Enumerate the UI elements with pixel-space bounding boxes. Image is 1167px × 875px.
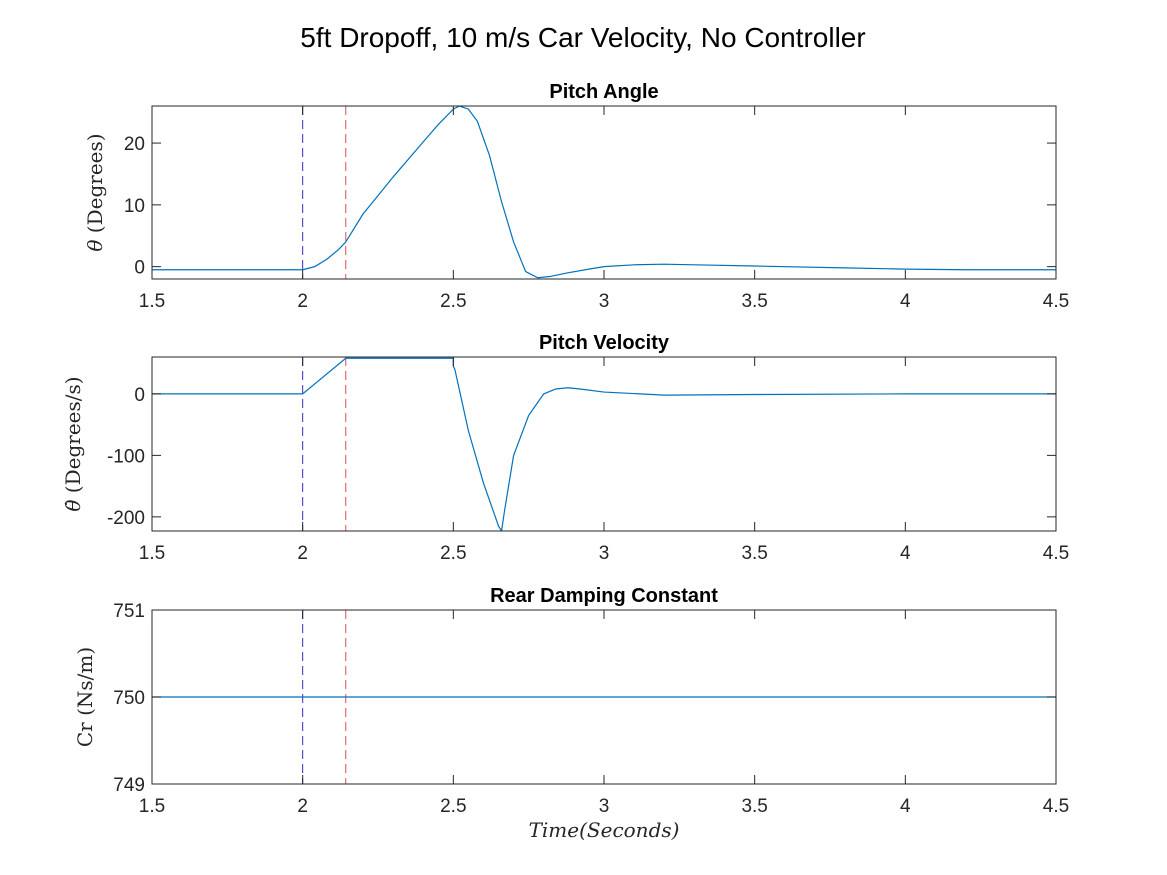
pitch-velocity-title: Pitch Velocity — [539, 332, 670, 354]
pitch-velocity-xtick-label: 2 — [297, 543, 308, 564]
rear-damping-ytick-label: 750 — [113, 688, 145, 709]
rear-damping-xtick-label: 2.5 — [440, 796, 466, 817]
pitch-angle-xtick-label: 3.5 — [741, 291, 767, 312]
pitch-angle-ytick-label: 10 — [124, 196, 145, 217]
pitch-velocity-ytick-label: -100 — [107, 446, 145, 467]
pitch-angle-axes-frame — [151, 105, 1057, 280]
x-axis-label: Time(Seconds) — [529, 818, 680, 842]
figure-title: 5ft Dropoff, 10 m/s Car Velocity, No Con… — [300, 22, 865, 53]
pitch-velocity-xtick-label: 1.5 — [139, 543, 165, 564]
rear-damping-title: Rear Damping Constant — [490, 585, 718, 607]
pitch-velocity-ytick-label: -200 — [107, 508, 145, 529]
pitch-angle-title: Pitch Angle — [549, 81, 658, 103]
pitch-angle-y-axis-symbol: θ — [83, 233, 107, 251]
pitch-velocity-xtick-label: 3 — [599, 543, 610, 564]
pitch-velocity-xtick-label: 3.5 — [741, 543, 767, 564]
pitch-angle-xtick-label: 3 — [599, 291, 610, 312]
pitch-angle-ytick-label: 0 — [134, 258, 145, 279]
rear-damping-xtick-label: 3 — [599, 796, 610, 817]
pitch-angle-xtick-label: 4.5 — [1043, 291, 1069, 312]
pitch-angle-y-axis-label: θ (Degrees) — [83, 133, 107, 251]
pitch-velocity-axes-frame — [151, 356, 1057, 532]
pitch-angle-y-axis-text: (Degrees) — [83, 133, 107, 233]
pitch-velocity-y-axis-symbol: θ̇ — [61, 493, 85, 511]
rear-damping-panel: 1.5 2 2.5 3 3.5 4 4.5 749 750 751 Rear Damping Con… — [73, 585, 1069, 817]
pitch-velocity-xtick-label: 4.5 — [1043, 543, 1069, 564]
pitch-velocity-y-axis-text: (Degrees/s) — [61, 376, 85, 493]
rear-damping-y-axis-label: Cr (Ns/m) — [73, 647, 97, 747]
rear-damping-xtick-label: 1.5 — [139, 796, 165, 817]
pitch-velocity-panel: 1.5 2 2.5 3 3.5 4 4.5 -200 -100 0 Pitch Velocity θ̇… — [61, 332, 1069, 564]
pitch-velocity-y-axis-label: θ̇ (Degrees/s) — [61, 376, 85, 511]
pitch-velocity-series-line-0 — [152, 357, 1056, 531]
rear-damping-ytick-label: 751 — [113, 601, 145, 622]
pitch-velocity-ytick-label: 0 — [134, 385, 145, 406]
pitch-angle-xtick-label: 2 — [297, 291, 308, 312]
rear-damping-xtick-label: 3.5 — [741, 796, 767, 817]
pitch-angle-xtick-label: 1.5 — [139, 291, 165, 312]
pitch-angle-xtick-label: 4 — [900, 291, 911, 312]
pitch-angle-xtick-label: 2.5 — [440, 291, 466, 312]
pitch-velocity-xtick-label: 2.5 — [440, 543, 466, 564]
pitch-angle-panel: 1.5 2 2.5 3 3.5 4 4.5 0 10 20 Pitch Angle θ (Degree… — [83, 81, 1069, 312]
rear-damping-ytick-label: 749 — [113, 775, 145, 796]
pitch-angle-ytick-label: 20 — [124, 134, 145, 155]
rear-damping-y-axis-text: Cr (Ns/m) — [73, 647, 97, 747]
pitch-velocity-xtick-label: 4 — [900, 543, 911, 564]
pitch-angle-series-line-0 — [152, 106, 1056, 279]
rear-damping-xtick-label: 2 — [297, 796, 308, 817]
rear-damping-xtick-label: 4 — [900, 796, 911, 817]
rear-damping-xtick-label: 4.5 — [1043, 796, 1069, 817]
